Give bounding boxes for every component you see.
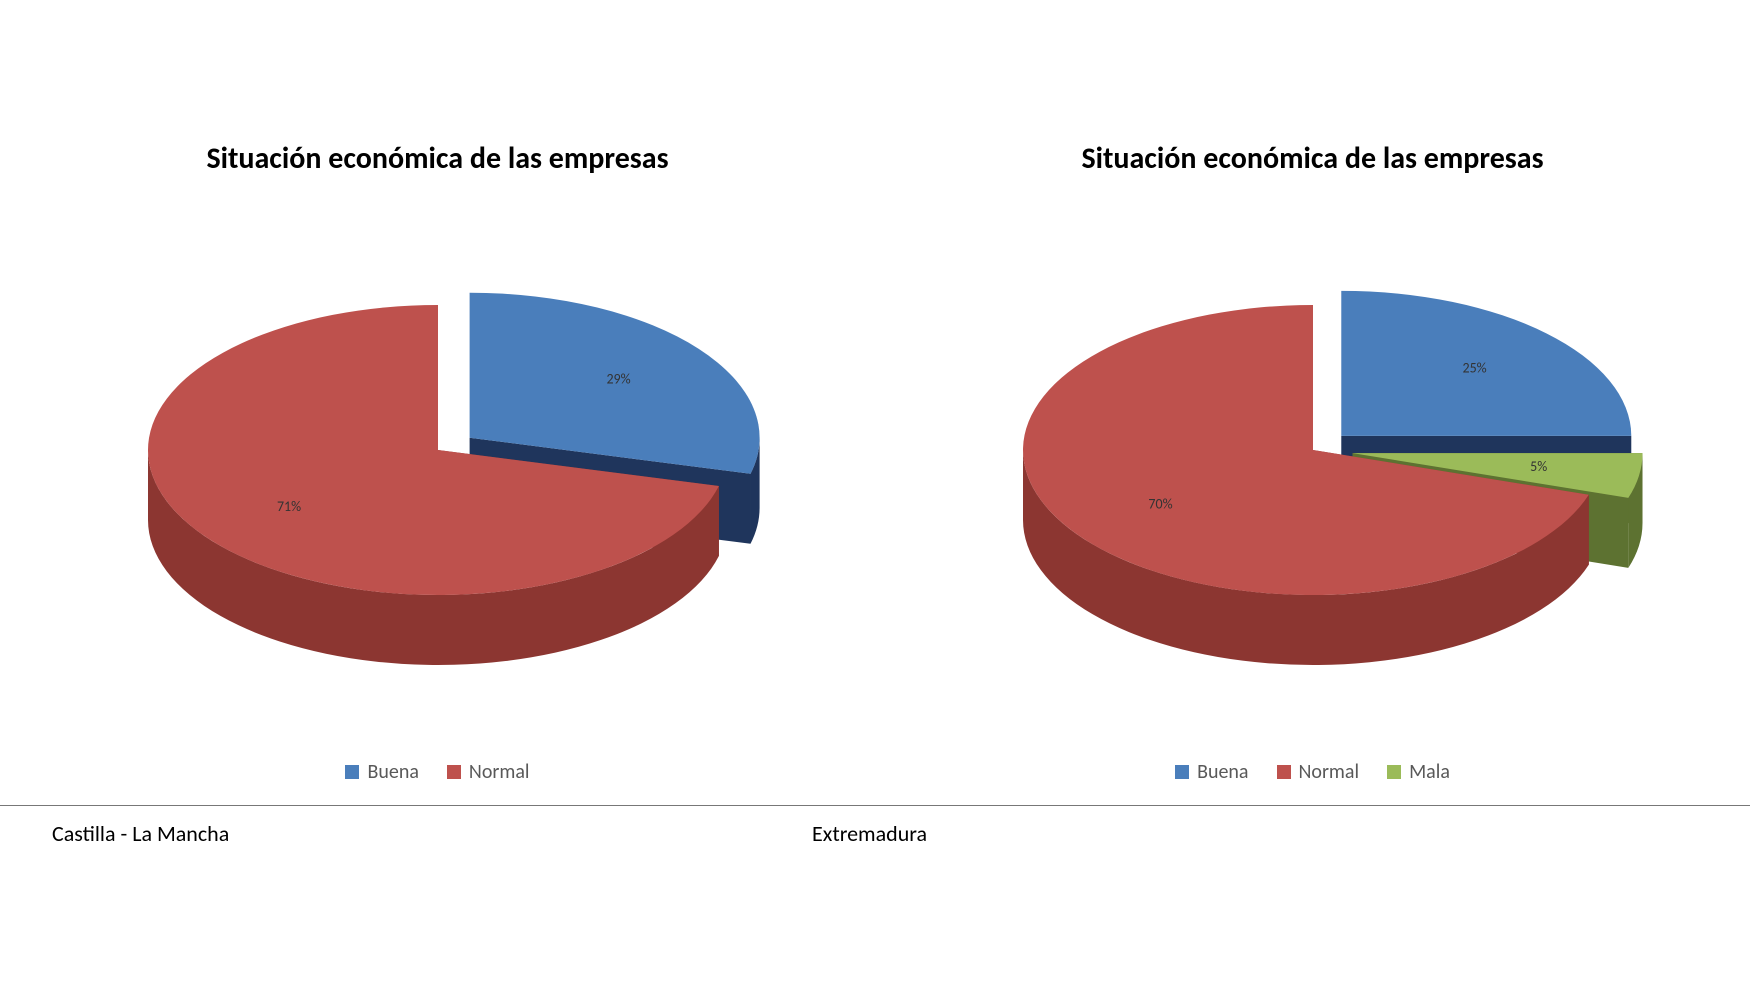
legend-label: Mala: [1409, 760, 1450, 784]
chart-title: Situación económica de las empresas: [0, 140, 875, 177]
chart-title: Situación económica de las empresas: [875, 140, 1750, 177]
caption-left: Castilla - La Mancha: [52, 820, 229, 847]
legend-item-normal: Normal: [1277, 760, 1360, 784]
chart-panel-right: Situación económica de las empresas 25% 5…: [875, 0, 1750, 1000]
legend-left: Buena Normal: [0, 760, 875, 785]
pie-slice-label: 71%: [276, 498, 300, 515]
legend-swatch: [1387, 765, 1401, 779]
pie-slice-label: 5%: [1530, 458, 1547, 475]
pie-slice-label: 29%: [606, 370, 630, 387]
legend-swatch: [345, 765, 359, 779]
page-root: Situación económica de las empresas 29% 7…: [0, 0, 1750, 1000]
pie-chart-right: 25% 5% 70%: [963, 230, 1663, 700]
legend-right: Buena Normal Mala: [875, 760, 1750, 785]
pie-chart-left: 29% 71%: [88, 230, 788, 700]
legend-swatch: [1175, 765, 1189, 779]
legend-item-buena: Buena: [345, 760, 418, 784]
caption-right: Extremadura: [812, 820, 927, 847]
legend-label: Normal: [1299, 760, 1360, 784]
legend-swatch: [1277, 765, 1291, 779]
legend-item-normal: Normal: [447, 760, 530, 784]
divider-line: [0, 805, 1750, 806]
legend-label: Normal: [469, 760, 530, 784]
pie-slice-label: 25%: [1462, 360, 1486, 377]
legend-label: Buena: [1197, 760, 1248, 784]
legend-label: Buena: [367, 760, 418, 784]
legend-swatch: [447, 765, 461, 779]
legend-item-buena: Buena: [1175, 760, 1248, 784]
legend-item-mala: Mala: [1387, 760, 1450, 784]
chart-panel-left: Situación económica de las empresas 29% 7…: [0, 0, 875, 1000]
pie-slice-label: 70%: [1148, 496, 1172, 513]
